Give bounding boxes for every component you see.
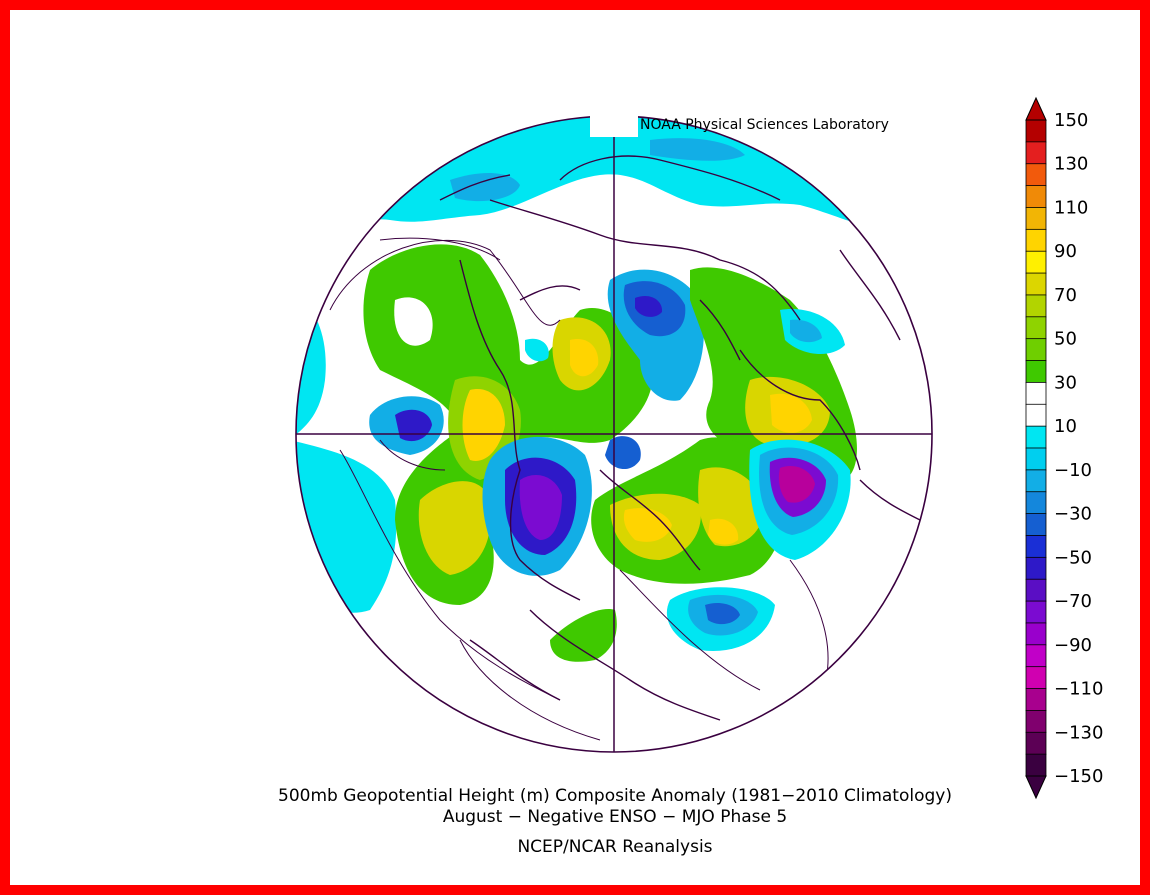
colorbar-tick-label: 150 [1054, 110, 1088, 131]
colorbar-min-arrow [1025, 775, 1047, 800]
title-line-2: August − Negative ENSO − MJO Phase 5 [442, 807, 788, 827]
colorbar-tick-label: 90 [1054, 241, 1077, 262]
colorbar-tick-label: −150 [1054, 766, 1103, 787]
colorbar-tick-label: 30 [1054, 372, 1077, 393]
colorbar-tick-label: 70 [1054, 285, 1077, 306]
colorbar-tick-label: 10 [1054, 416, 1077, 437]
colorbar-tick-label: 110 [1054, 197, 1088, 218]
colorbar-tick-label: −110 [1054, 679, 1103, 700]
pos-anomaly-southwest [550, 609, 617, 662]
colorbar: 150 130 110 90 70 50 30 10 −10 −30 −50 −70 −90 −110 −1… [1025, 96, 1103, 800]
colorbar-tick-label: −130 [1054, 722, 1103, 743]
colorbar-tick-label: 50 [1054, 329, 1077, 350]
title-line-3: NCEP/NCAR Reanalysis [517, 837, 713, 857]
credit-label: NOAA Physical Sciences Laboratory [640, 117, 889, 133]
colorbar-tick-label: −70 [1054, 591, 1092, 612]
colorbar-tick-label: −10 [1054, 460, 1092, 481]
colorbar-tick-label: 130 [1054, 154, 1088, 175]
title-line-1: 500mb Geopotential Height (m) Composite … [278, 786, 952, 806]
colorbar-tick-label: −90 [1054, 635, 1092, 656]
colorbar-tick-label: −30 [1054, 504, 1092, 525]
credit-backdrop [590, 115, 638, 137]
colorbar-tick-label: −50 [1054, 547, 1092, 568]
coastlines [439, 155, 921, 721]
colorbar-max-arrow [1025, 96, 1047, 121]
